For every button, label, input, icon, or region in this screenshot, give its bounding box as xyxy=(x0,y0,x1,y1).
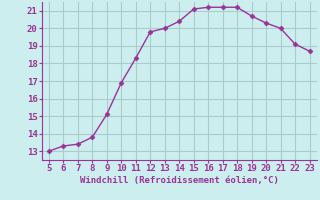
X-axis label: Windchill (Refroidissement éolien,°C): Windchill (Refroidissement éolien,°C) xyxy=(80,176,279,185)
